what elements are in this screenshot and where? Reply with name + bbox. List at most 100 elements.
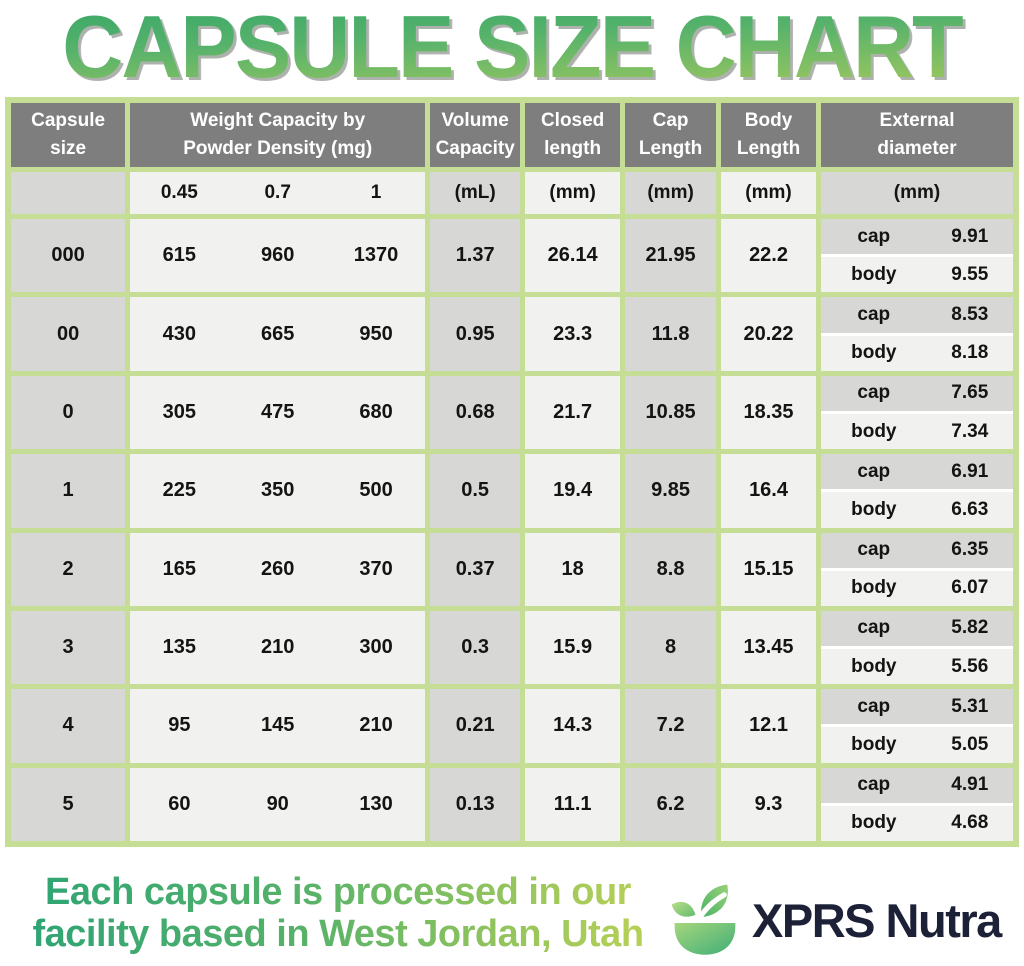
header-external-line1: External — [879, 110, 955, 132]
weight-value-045: 95 — [168, 714, 191, 737]
weight-value-045: 615 — [162, 244, 197, 267]
external-cap-row: cap 7.65 — [821, 375, 1013, 411]
ext-body-value: 8.18 — [951, 342, 989, 364]
unit-density-045: 0.45 — [160, 182, 198, 203]
body-length-cell: 16.4 — [721, 454, 817, 528]
ext-body-label: body — [851, 420, 897, 442]
ext-cap-value: 8.53 — [951, 303, 989, 325]
ext-body-value: 6.07 — [951, 577, 989, 599]
weight-value-045: 60 — [168, 792, 191, 815]
ext-cap-value: 4.91 — [951, 774, 989, 796]
external-diameter-cell: cap 6.91 body 6.63 — [821, 454, 1013, 528]
header-weight-line2: Powder Density (mg) — [183, 138, 373, 159]
weight-value-045: 305 — [162, 400, 197, 423]
weight-capacity-cell: 305 475 680 — [130, 375, 426, 450]
weight-value-07: 665 — [261, 322, 295, 345]
volume-capacity-cell: 0.21 — [430, 689, 521, 763]
header-cap-line2: Length — [638, 138, 703, 159]
external-body-row: body 8.18 — [821, 335, 1013, 371]
cap-length-cell: 21.95 — [625, 219, 717, 293]
capsule-size-cell: 4 — [11, 689, 126, 763]
ext-body-value: 5.56 — [951, 655, 989, 677]
body-length-cell: 13.45 — [721, 610, 817, 685]
weight-value-1: 950 — [359, 322, 393, 345]
volume-capacity-cell: 0.13 — [430, 767, 521, 841]
external-diameter-cell: cap 4.91 body 4.68 — [821, 767, 1013, 841]
page-title: CAPSULE SIZE CHART — [20, 0, 1003, 98]
weight-capacity-cell: 95 145 210 — [130, 689, 426, 763]
ext-body-label: body — [851, 263, 897, 285]
cap-length-cell: 8.8 — [625, 532, 717, 606]
closed-length-cell: 23.3 — [525, 297, 621, 371]
weight-value-045: 135 — [162, 636, 197, 659]
unit-closed: (mm) — [525, 172, 621, 214]
external-cap-row: cap 5.31 — [821, 689, 1013, 725]
cap-length-cell: 7.2 — [625, 689, 717, 763]
weight-value-045: 165 — [162, 557, 197, 580]
external-body-row: body 6.63 — [821, 492, 1013, 528]
ext-body-label: body — [851, 577, 897, 599]
external-cap-row: cap 6.91 — [821, 454, 1013, 490]
weight-value-045: 430 — [162, 322, 197, 345]
ext-cap-value: 9.91 — [951, 225, 989, 247]
closed-length-cell: 21.7 — [525, 375, 621, 450]
weight-value-045: 225 — [162, 479, 197, 502]
volume-capacity-cell: 1.37 — [430, 219, 521, 293]
weight-value-1: 1370 — [353, 244, 399, 267]
tagline-line1: Each capsule is processed in our — [45, 871, 631, 913]
external-body-row: body 5.56 — [821, 649, 1013, 685]
cap-length-cell: 8 — [625, 610, 717, 685]
cap-length-cell: 10.85 — [625, 375, 717, 450]
capsule-size-cell: 000 — [11, 219, 126, 293]
ext-body-label: body — [851, 812, 897, 834]
ext-cap-value: 7.65 — [951, 382, 989, 404]
weight-capacity-cell: 430 665 950 — [130, 297, 426, 371]
capsule-size-cell: 2 — [11, 532, 126, 606]
ext-body-label: body — [851, 342, 897, 364]
unit-external: (mm) — [821, 172, 1013, 214]
external-diameter-cell: cap 6.35 body 6.07 — [821, 532, 1013, 606]
body-length-cell: 22.2 — [721, 219, 817, 293]
facility-tagline: Each capsule is processed in our facilit… — [8, 872, 668, 956]
volume-capacity-cell: 0.3 — [430, 610, 521, 685]
weight-value-07: 960 — [261, 244, 295, 267]
header-capsule-size-label: Capsule size — [31, 110, 106, 159]
header-weight-line1: Weight Capacity by — [190, 110, 366, 132]
ext-cap-label: cap — [857, 382, 891, 404]
volume-capacity-cell: 0.5 — [430, 454, 521, 528]
external-cap-row: cap 8.53 — [821, 297, 1013, 333]
header-body-line2: Length — [736, 138, 801, 159]
weight-capacity-cell: 135 210 300 — [130, 610, 426, 685]
external-body-row: body 7.34 — [821, 413, 1013, 450]
closed-length-cell: 26.14 — [525, 219, 621, 293]
ext-body-label: body — [851, 655, 897, 677]
unit-density-1: 1 — [370, 182, 382, 203]
closed-length-cell: 18 — [525, 532, 621, 606]
weight-capacity-cell: 615 960 1370 — [130, 219, 426, 293]
external-body-row: body 9.55 — [821, 257, 1013, 293]
weight-value-07: 350 — [261, 479, 295, 502]
ext-cap-value: 5.31 — [951, 695, 989, 717]
header-closed-line2: length — [544, 138, 602, 159]
ext-cap-label: cap — [857, 460, 891, 482]
brand-logo: XPRS Nutra — [668, 878, 1008, 962]
capsule-size-cell: 00 — [11, 297, 126, 371]
cap-length-cell: 11.8 — [625, 297, 717, 371]
weight-value-1: 680 — [359, 400, 393, 423]
header-closed-line1: Closed — [540, 110, 605, 132]
header-cap-line1: Cap — [652, 110, 689, 132]
body-length-cell: 18.35 — [721, 375, 817, 450]
header-external-diameter: External diameter — [821, 103, 1013, 167]
weight-value-07: 145 — [261, 714, 295, 737]
weight-value-1: 370 — [359, 557, 393, 580]
weight-value-07: 475 — [261, 400, 295, 423]
external-diameter-cell: cap 5.31 body 5.05 — [821, 689, 1013, 763]
unit-density-07: 0.7 — [264, 182, 291, 203]
external-diameter-cell: cap 7.65 body 7.34 — [821, 375, 1013, 450]
external-diameter-cell: cap 9.91 body 9.55 — [821, 219, 1013, 293]
closed-length-cell: 19.4 — [525, 454, 621, 528]
header-closed-length: Closed length — [525, 103, 621, 167]
external-diameter-cell: cap 8.53 body 8.18 — [821, 297, 1013, 371]
capsule-size-cell: 5 — [11, 767, 126, 841]
header-volume-line1: Volume — [441, 110, 509, 132]
